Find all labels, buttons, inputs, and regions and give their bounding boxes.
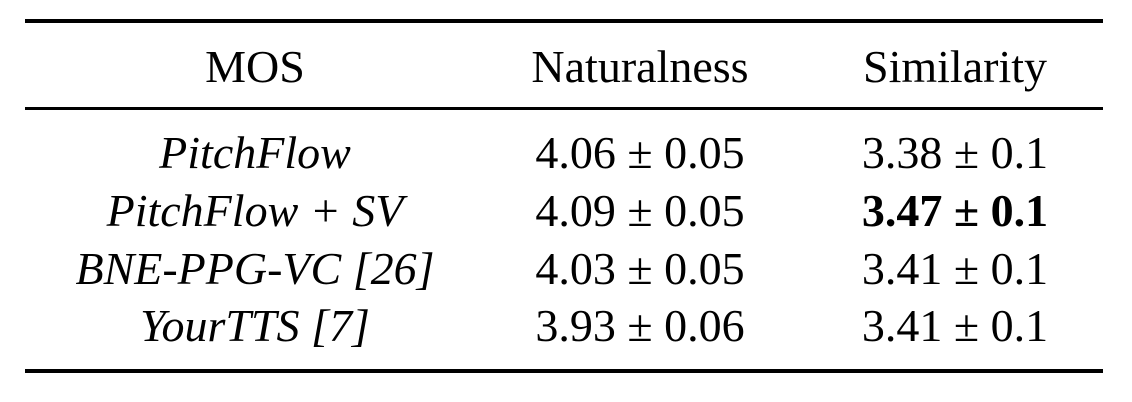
row-similarity-score-best: 3.47 ± 0.1 [861, 185, 1049, 236]
row-naturalness-score: 4.03 ± 0.05 [535, 243, 745, 294]
row-naturalness-score: 3.93 ± 0.06 [535, 300, 745, 351]
row-similarity-score: 3.41 ± 0.1 [861, 243, 1049, 294]
row-model-name: YourTTS [7] [140, 300, 370, 351]
row-naturalness-score: 4.06 ± 0.05 [535, 127, 745, 178]
header-mos: MOS [205, 41, 305, 92]
header-similarity: Similarity [863, 41, 1047, 92]
top-rule [25, 19, 1103, 23]
row-model-name: PitchFlow [159, 127, 351, 178]
header-rule [25, 107, 1103, 110]
header-naturalness: Naturalness [531, 41, 749, 92]
row-naturalness-score: 4.09 ± 0.05 [535, 185, 745, 236]
row-similarity-score: 3.41 ± 0.1 [861, 300, 1049, 351]
row-model-name: PitchFlow + SV [106, 185, 404, 236]
bottom-rule [25, 369, 1103, 373]
row-similarity-score: 3.38 ± 0.1 [861, 127, 1049, 178]
row-model-name: BNE-PPG-VC [26] [75, 243, 435, 294]
